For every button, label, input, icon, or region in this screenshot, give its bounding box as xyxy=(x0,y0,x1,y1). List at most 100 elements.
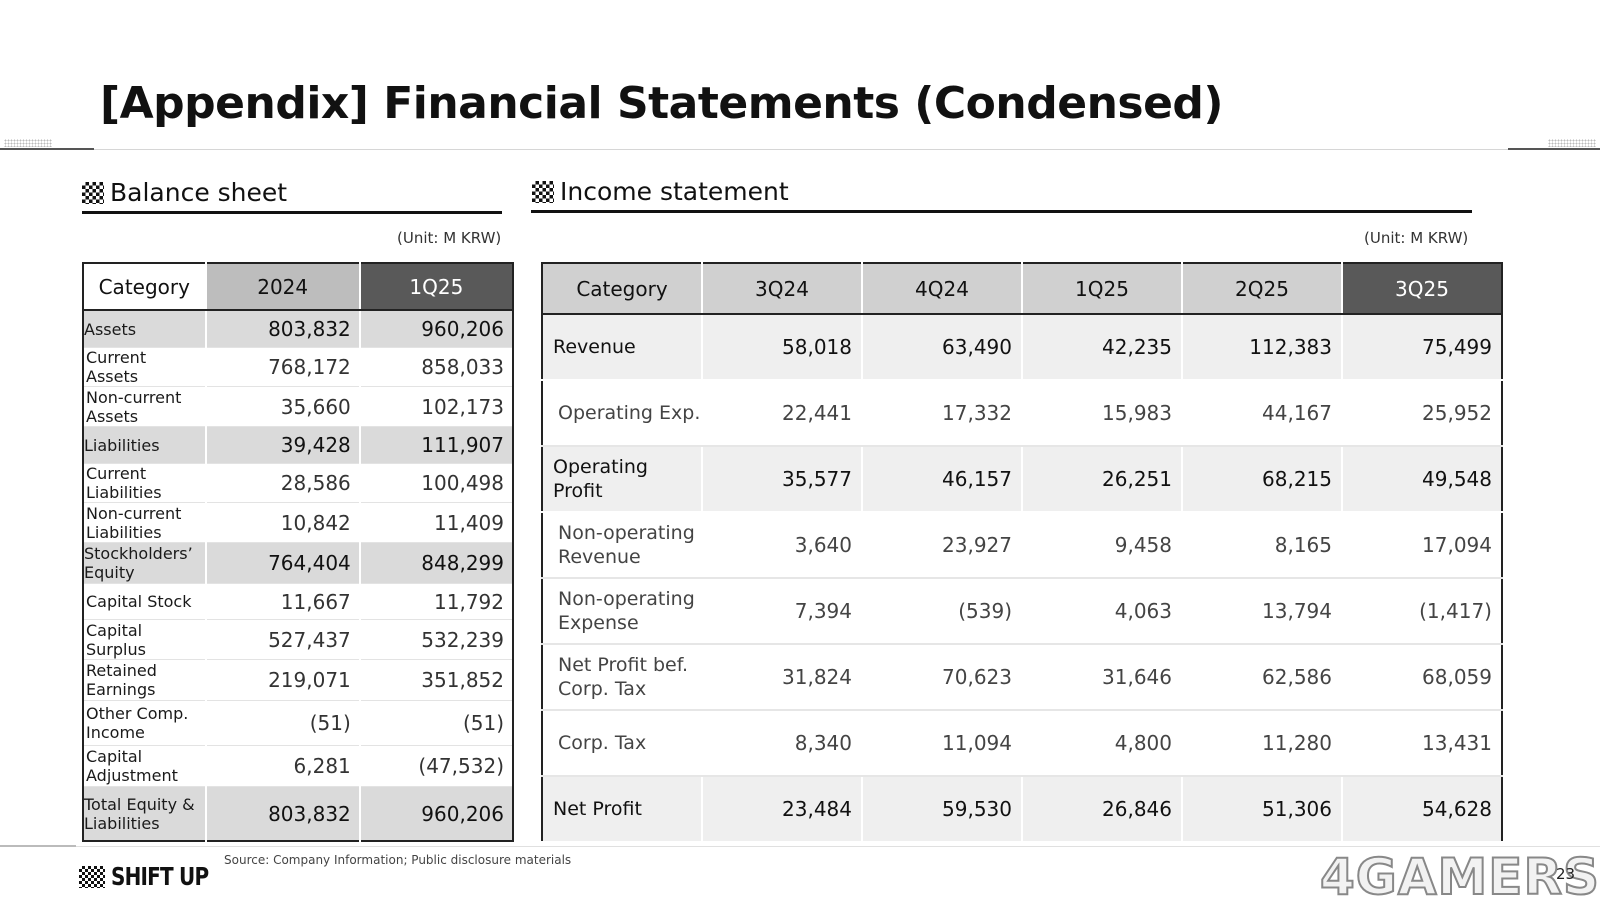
balance-sheet-row-label: Current Assets xyxy=(83,347,206,387)
income-statement-row: Net Profit 23,484 59,530 26,846 51,306 54,628 xyxy=(542,776,1502,843)
balance-sheet-value-2024: 527,437 xyxy=(204,619,360,660)
income-statement-row: Corp. Tax 8,340 11,094 4,800 11,280 13,431 xyxy=(542,710,1502,777)
balance-sheet-row-label: Other Comp. Income xyxy=(83,700,206,746)
income-statement-value-4q24: 23,927 xyxy=(861,512,1022,579)
income-statement-value-2q25: 68,215 xyxy=(1181,446,1342,513)
balance-sheet-row-label: Stockholders’ Equity xyxy=(83,542,206,584)
income-statement-row: Non-operating Expense 7,394 (539) 4,063 13,79… xyxy=(542,578,1502,645)
income-statement-value-1q25: 15,983 xyxy=(1021,380,1182,447)
balance-sheet-row: Capital Stock 11,667 11,792 xyxy=(83,583,513,620)
income-statement-row: Non-operating Revenue 3,640 23,927 9,458 8,16… xyxy=(542,512,1502,579)
balance-sheet-value-2024: 35,660 xyxy=(204,386,360,427)
balance-sheet-row: Liabilities 39,428 111,907 xyxy=(83,426,513,464)
balance-sheet-value-2024: 28,586 xyxy=(204,463,360,503)
balance-sheet-row-label: Non-current Liabilities xyxy=(83,502,206,543)
balance-sheet-row: Stockholders’ Equity 764,404 848,299 xyxy=(83,542,513,584)
checkered-flag-icon xyxy=(79,865,105,888)
balance-sheet-value-2024: 10,842 xyxy=(204,502,360,543)
balance-sheet-value-1q25: 858,033 xyxy=(358,347,513,387)
balance-sheet-row-label: Current Liabilities xyxy=(83,463,206,503)
balance-sheet-value-1q25: (47,532) xyxy=(358,745,513,787)
balance-sheet-row-label: Liabilities xyxy=(83,426,206,464)
balance-sheet-row-label: Capital Surplus xyxy=(83,619,206,660)
balance-sheet-row-label: Retained Earnings xyxy=(83,659,206,701)
balance-sheet-row: Assets 803,832 960,206 xyxy=(83,310,513,348)
income-statement-value-3q25: 75,499 xyxy=(1341,314,1502,381)
balance-sheet-row-label: Non-current Assets xyxy=(83,386,206,427)
balance-sheet-value-1q25: 960,206 xyxy=(358,786,513,842)
page-title: [Appendix] Financial Statements (Condens… xyxy=(100,78,1224,129)
income-statement-value-4q24: 17,332 xyxy=(861,380,1022,447)
income-statement-unit: (Unit: M KRW) xyxy=(1364,229,1469,247)
balance-sheet-row: Retained Earnings 219,071 351,852 xyxy=(83,659,513,701)
income-statement-table: Category 3Q24 4Q24 1Q25 2Q25 3Q25 Revenue 58,01… xyxy=(541,262,1503,843)
balance-sheet-value-1q25: 11,792 xyxy=(358,583,513,620)
balance-sheet-row: Current Assets 768,172 858,033 xyxy=(83,347,513,387)
balance-sheet-row: Current Liabilities 28,586 100,498 xyxy=(83,463,513,503)
income-statement-row: Net Profit bef. Corp. Tax 31,824 70,623 31,6… xyxy=(542,644,1502,711)
footer-divider xyxy=(0,846,1600,847)
income-statement-value-1q25: 42,235 xyxy=(1021,314,1182,381)
balance-sheet-value-2024: 39,428 xyxy=(204,426,360,464)
title-divider-accent-right xyxy=(1508,148,1600,150)
balance-sheet-value-2024: 11,667 xyxy=(204,583,360,620)
balance-sheet-unit: (Unit: M KRW) xyxy=(397,229,502,247)
income-statement-heading-text: Income statement xyxy=(560,177,789,206)
income-statement-row: Operating Exp. 22,441 17,332 15,983 44,167 25… xyxy=(542,380,1502,447)
income-statement-value-3q25: 25,952 xyxy=(1341,380,1502,447)
balance-sheet-table: Category 2024 1Q25 Assets 803,832 960,206 Curr… xyxy=(82,262,514,842)
income-statement-value-3q24: 23,484 xyxy=(701,776,862,843)
income-statement-row-label: Operating Exp. xyxy=(542,380,702,447)
checkered-flag-icon xyxy=(82,181,104,204)
balance-sheet-row: Non-current Assets 35,660 102,173 xyxy=(83,386,513,427)
dot-pattern-left xyxy=(4,139,52,147)
income-statement-value-3q25: 13,431 xyxy=(1341,710,1502,777)
income-statement-value-1q25: 26,846 xyxy=(1021,776,1182,843)
income-statement-row-label: Non-operating Expense xyxy=(542,578,702,645)
income-statement-column-header: 4Q24 xyxy=(861,263,1022,315)
balance-sheet-value-1q25: 848,299 xyxy=(358,542,513,584)
balance-sheet-row: Capital Adjustment 6,281 (47,532) xyxy=(83,745,513,787)
balance-sheet-row: Capital Surplus 527,437 532,239 xyxy=(83,619,513,660)
checkered-flag-icon xyxy=(532,180,554,203)
balance-sheet-row: Total Equity & Liabilities 803,832 960,206 xyxy=(83,786,513,842)
income-statement-value-4q24: 63,490 xyxy=(861,314,1022,381)
income-statement-value-3q25: 68,059 xyxy=(1341,644,1502,711)
title-divider xyxy=(0,149,1600,150)
income-statement-value-1q25: 9,458 xyxy=(1021,512,1182,579)
balance-sheet-heading-text: Balance sheet xyxy=(110,178,288,207)
balance-sheet-value-1q25: 100,498 xyxy=(358,463,513,503)
income-statement-row-label: Net Profit bef. Corp. Tax xyxy=(542,644,702,711)
income-statement-value-3q24: 35,577 xyxy=(701,446,862,513)
income-statement-heading: Income statement xyxy=(532,177,789,206)
income-statement-value-1q25: 4,063 xyxy=(1021,578,1182,645)
balance-sheet-column-header: 1Q25 xyxy=(358,263,513,311)
page-number: 23 xyxy=(1556,865,1576,883)
balance-sheet-row-label: Total Equity & Liabilities xyxy=(83,786,206,842)
income-statement-value-1q25: 31,646 xyxy=(1021,644,1182,711)
income-statement-value-2q25: 8,165 xyxy=(1181,512,1342,579)
income-statement-value-3q24: 58,018 xyxy=(701,314,862,381)
balance-sheet-row: Other Comp. Income (51) (51) xyxy=(83,700,513,746)
balance-sheet-value-1q25: (51) xyxy=(358,700,513,746)
income-statement-value-3q25: (1,417) xyxy=(1341,578,1502,645)
income-statement-column-header: 1Q25 xyxy=(1021,263,1182,315)
balance-sheet-row: Non-current Liabilities 10,842 11,409 xyxy=(83,502,513,543)
income-statement-column-header: 3Q25 xyxy=(1341,263,1502,315)
income-statement-value-3q24: 8,340 xyxy=(701,710,862,777)
balance-sheet-row-label: Assets xyxy=(83,310,206,348)
balance-sheet-value-1q25: 11,409 xyxy=(358,502,513,543)
balance-sheet-value-2024: 219,071 xyxy=(204,659,360,701)
income-statement-value-4q24: (539) xyxy=(861,578,1022,645)
balance-sheet-row-label: Capital Adjustment xyxy=(83,745,206,787)
balance-sheet-value-1q25: 111,907 xyxy=(358,426,513,464)
balance-sheet-value-1q25: 960,206 xyxy=(358,310,513,348)
balance-sheet-value-2024: 768,172 xyxy=(204,347,360,387)
income-statement-value-3q25: 17,094 xyxy=(1341,512,1502,579)
income-statement-heading-rule xyxy=(531,210,1472,213)
balance-sheet-value-1q25: 102,173 xyxy=(358,386,513,427)
income-statement-value-3q24: 7,394 xyxy=(701,578,862,645)
balance-sheet-heading: Balance sheet xyxy=(82,178,287,207)
income-statement-value-2q25: 44,167 xyxy=(1181,380,1342,447)
source-note: Source: Company Information; Public disc… xyxy=(224,853,572,867)
